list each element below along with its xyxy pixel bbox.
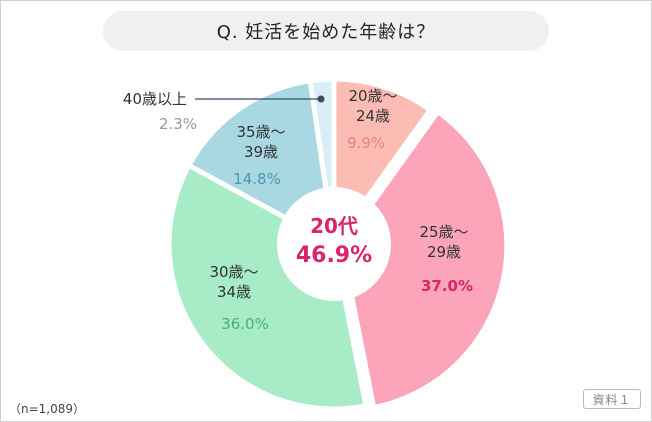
slice-label: 39歳	[244, 143, 278, 161]
slice-label: 25歳〜	[419, 223, 468, 241]
slice-value-label: 9.9%	[347, 134, 385, 152]
pie-center-hole	[277, 187, 391, 301]
chart-title: Q. 妊活を始めた年齢は？	[103, 11, 549, 51]
source-badge: 資料１	[583, 389, 641, 409]
slice-label: 35歳〜	[236, 123, 285, 141]
callout-dot	[317, 95, 325, 103]
pie-slice	[166, 162, 369, 412]
slice-label: 34歳	[217, 283, 251, 301]
center-label-percent: 46.9%	[296, 243, 372, 268]
pie-slice	[339, 108, 510, 411]
slice-label: 24歳	[356, 107, 390, 125]
slice-value-label: 37.0%	[421, 277, 473, 295]
slice-value-label: 2.3%	[159, 115, 197, 133]
sample-size-note: （n=1,089）	[9, 402, 86, 416]
slice-label: 30歳〜	[209, 263, 258, 281]
center-label-decade: 20代	[310, 214, 358, 238]
slice-label: 40歳以上	[123, 90, 187, 108]
slice-value-label: 14.8%	[233, 170, 281, 188]
slice-label: 20歳〜	[348, 87, 397, 105]
slice-value-label: 36.0%	[221, 315, 269, 333]
slice-label: 29歳	[427, 243, 461, 261]
